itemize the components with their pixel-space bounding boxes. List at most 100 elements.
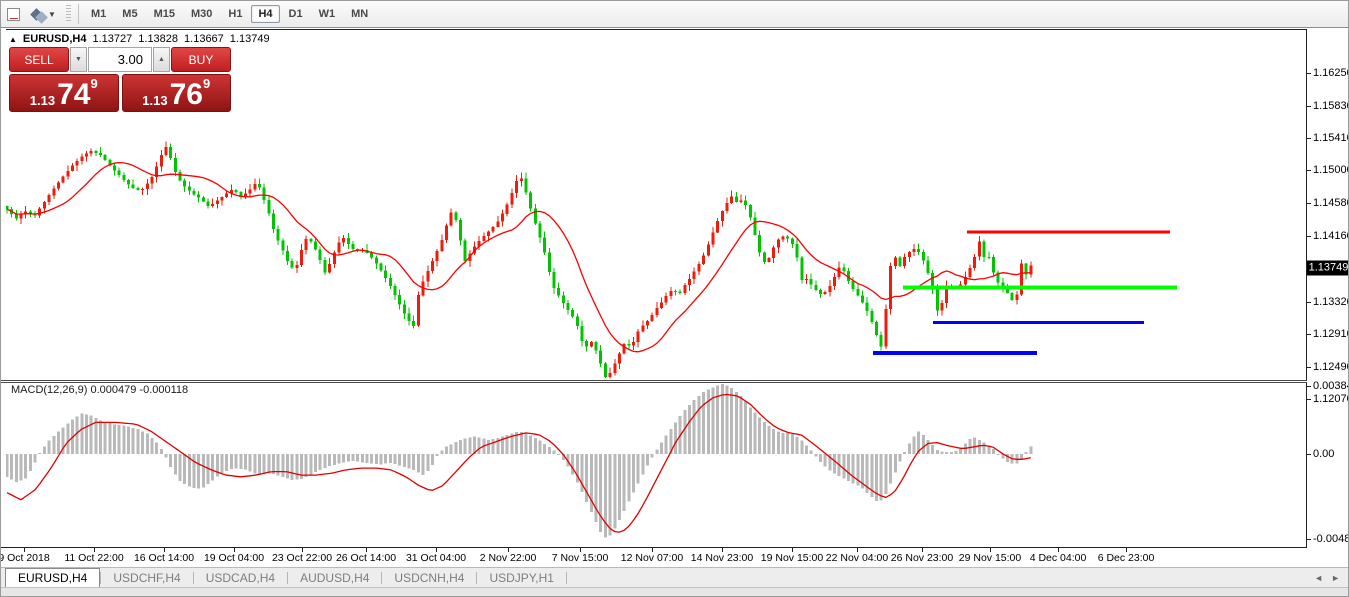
timeframe-button-d1[interactable]: D1 — [288, 8, 303, 20]
macd-histogram-bar — [416, 454, 420, 473]
macd-histogram-bar — [800, 440, 804, 454]
volume-increase-button[interactable]: ▲ — [153, 47, 170, 72]
volume-decrease-button[interactable]: ▼ — [70, 47, 87, 72]
macd-histogram-bar — [496, 438, 500, 454]
macd-histogram-bar — [412, 454, 416, 471]
candle-body — [664, 296, 668, 303]
date-tick-mark — [857, 548, 858, 552]
candle-body — [818, 289, 822, 294]
candle-body — [276, 228, 280, 241]
macd-tick-mark — [1306, 386, 1311, 388]
candle-body — [720, 210, 724, 221]
macd-histogram-bar — [561, 454, 565, 461]
macd-tick-label: 0.00 — [1313, 448, 1335, 460]
candle-body — [739, 200, 743, 202]
buy-price-pipette: 9 — [202, 76, 211, 91]
date-tick-label: 12 Nov 07:00 — [620, 552, 684, 564]
candle-body — [977, 241, 981, 257]
chart-tab-usdjpy[interactable]: USDJPY,H1 — [489, 570, 554, 585]
candle-body — [463, 240, 467, 261]
date-axis[interactable]: 9 Oct 2018 11 Oct 22:00 16 Oct 14:00 19 Oct… — [1, 548, 1307, 568]
timeframe-button-mn[interactable]: MN — [351, 8, 369, 20]
buy-price-big: 76 — [169, 78, 203, 111]
date-tick-mark — [1126, 548, 1127, 552]
candle-body — [169, 147, 173, 159]
chart-tab-eurusd[interactable]: EURUSD,H4 — [5, 568, 101, 587]
candle-body — [772, 247, 776, 259]
macd-histogram-bar — [706, 389, 710, 454]
candle-body — [646, 321, 649, 326]
candle-body — [557, 288, 561, 296]
macd-histogram-bar — [538, 440, 542, 454]
candle-body — [393, 285, 397, 296]
timeframe-button-w1[interactable]: W1 — [318, 8, 336, 20]
buy-button[interactable]: BUY — [171, 47, 231, 72]
candle-body — [402, 304, 406, 314]
indicator-objects-icon[interactable]: ▼ — [27, 5, 61, 24]
macd-histogram-bar — [515, 432, 519, 454]
chart-tab-usdcad[interactable]: USDCAD,H4 — [205, 570, 276, 585]
macd-histogram-bar — [683, 409, 687, 454]
candle-body — [585, 341, 589, 347]
price-chart[interactable] — [6, 29, 1307, 380]
macd-histogram-bar — [89, 415, 93, 454]
chart-tab-usdchf[interactable]: USDCHF,H4 — [113, 570, 181, 585]
candle-body — [907, 252, 911, 258]
candle-body — [407, 313, 411, 322]
candle-body — [987, 256, 991, 258]
macd-histogram-bar — [178, 454, 182, 481]
macd-indicator-chart[interactable] — [6, 383, 1307, 547]
candle-body — [71, 165, 74, 171]
sell-button[interactable]: SELL — [9, 47, 69, 72]
timeframe-button-m15[interactable]: M15 — [153, 8, 175, 20]
timeframe-button-m30[interactable]: M30 — [190, 8, 213, 20]
macd-histogram-bar — [847, 454, 850, 481]
timeframe-button-h1[interactable]: H1 — [228, 8, 243, 20]
candle-body — [229, 190, 233, 194]
timeframe-button-m1[interactable]: M1 — [91, 8, 107, 20]
chart-tab-usdcnh[interactable]: USDCNH,H4 — [394, 570, 465, 585]
macd-histogram-bar — [468, 437, 472, 454]
tab-scroll-right-icon[interactable]: ► — [1331, 572, 1340, 583]
ohlc-low: 1.13667 — [184, 33, 224, 45]
tab-scroll-left-icon[interactable]: ◄ — [1314, 572, 1324, 583]
date-tick-mark — [652, 548, 653, 552]
macd-histogram-bar — [786, 432, 790, 454]
candle-body — [328, 263, 332, 273]
price-tick-label: 1.12070 — [1313, 393, 1349, 406]
price-tick-label: 1.15000 — [1313, 164, 1349, 177]
collapse-triangle-icon[interactable]: ▲ — [9, 34, 17, 44]
candle-body — [706, 244, 710, 256]
candle-body — [884, 308, 888, 347]
candle-body — [14, 214, 18, 219]
macd-histogram-bar — [603, 454, 607, 538]
macd-histogram-bar — [239, 454, 243, 470]
macd-bottom-border — [1, 547, 1307, 548]
sell-quote-button[interactable]: 1.13 74 9 — [9, 74, 119, 112]
buy-quote-button[interactable]: 1.13 76 9 — [121, 74, 231, 112]
macd-histogram-bar — [725, 385, 729, 454]
candle-body — [33, 214, 37, 216]
candle-body — [487, 231, 490, 237]
chart-tab-audusd[interactable]: AUDUSD,H4 — [300, 570, 370, 585]
volume-input[interactable]: 3.00 — [88, 47, 152, 72]
candle-body — [543, 237, 547, 253]
macd-histogram-bar — [243, 454, 247, 470]
macd-histogram-bar — [426, 454, 430, 471]
macd-histogram-bar — [781, 432, 785, 454]
candle-body — [281, 240, 285, 251]
macd-histogram-bar — [1029, 446, 1033, 454]
macd-histogram-bar — [304, 454, 308, 477]
candle-body — [374, 257, 378, 264]
chart-template-icon[interactable] — [3, 5, 23, 23]
macd-histogram-bar — [379, 454, 383, 465]
price-tick-mark — [1306, 170, 1311, 172]
timeframe-button-h4[interactable]: H4 — [251, 5, 280, 23]
candle-body — [697, 263, 701, 272]
macd-histogram-bar — [211, 454, 215, 481]
candle-body — [159, 155, 163, 167]
timeframe-button-m5[interactable]: M5 — [122, 8, 138, 20]
macd-histogram-bar — [215, 454, 219, 477]
horizontal-line-object — [967, 230, 1170, 234]
panel-divider[interactable] — [1, 380, 1307, 383]
